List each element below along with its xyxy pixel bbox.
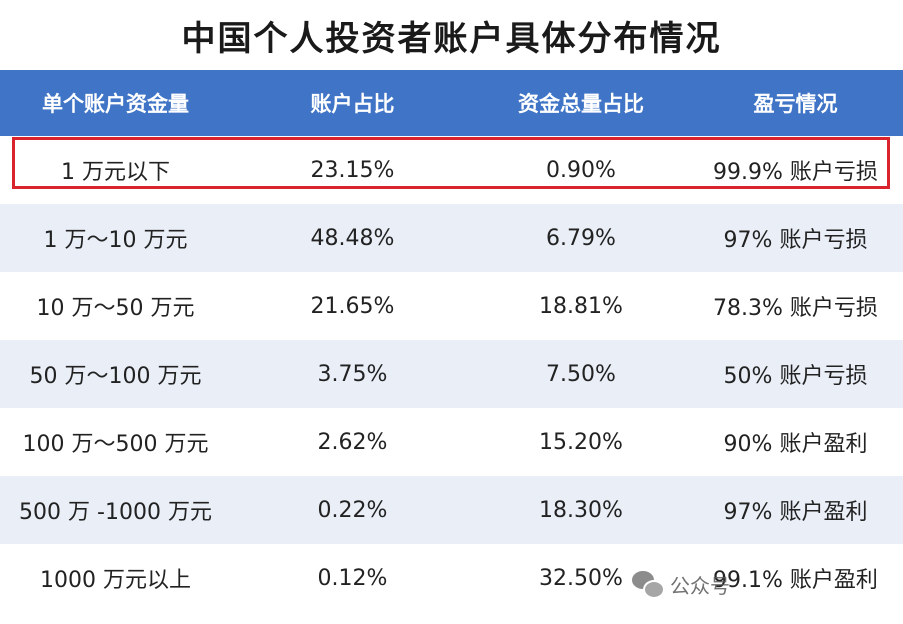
- cell-fund-share: 7.50%: [546, 361, 616, 387]
- watermark: 公众号: [632, 566, 730, 602]
- cell-pnl: 50% 账户亏损: [723, 364, 868, 389]
- page-title: 中国个人投资者账户具体分布情况: [181, 18, 722, 59]
- cell-fund-share: 15.20%: [539, 429, 623, 455]
- column-header-account-share: 账户占比: [310, 92, 395, 116]
- cell-account-share: 21.65%: [310, 293, 395, 319]
- cell-pnl: 99.9% 账户亏损: [713, 160, 878, 185]
- table-row: 50 万～100 万元 3.75% 7.50% 50% 账户亏损: [0, 340, 903, 408]
- table-row: 1000 万元以上 0.12% 32.50% 99.1% 账户盈利: [0, 544, 903, 612]
- table-row: 1 万～10 万元 48.48% 6.79% 97% 账户亏损: [0, 204, 903, 272]
- cell-fund-share: 0.90%: [546, 157, 616, 183]
- cell-account-share: 23.15%: [310, 157, 395, 183]
- table-row: 10 万～50 万元 21.65% 18.81% 78.3% 账户亏损: [0, 272, 903, 340]
- cell-fund-share: 18.81%: [539, 293, 623, 319]
- cell-pnl: 97% 账户盈利: [723, 500, 868, 525]
- cell-tier: 1 万元以下: [61, 160, 170, 185]
- cell-account-share: 3.75%: [317, 361, 388, 387]
- cell-tier: 1 万～10 万元: [43, 228, 188, 253]
- table-row: 500 万 -1000 万元 0.22% 18.30% 97% 账户盈利: [0, 476, 903, 544]
- cell-account-share: 48.48%: [310, 225, 395, 251]
- cell-tier: 100 万～500 万元: [22, 432, 209, 457]
- distribution-table: 单个账户资金量 账户占比 资金总量占比 盈亏情况 1 万元以下 23.15% 0…: [0, 70, 903, 612]
- cell-pnl: 97% 账户亏损: [723, 228, 868, 253]
- table-row: 1 万元以下 23.15% 0.90% 99.9% 账户亏损: [0, 136, 903, 204]
- column-header-pnl: 盈亏情况: [753, 92, 838, 116]
- cell-pnl: 90% 账户盈利: [723, 432, 868, 457]
- cell-fund-share: 6.79%: [546, 225, 616, 251]
- cell-account-share: 0.12%: [317, 565, 388, 591]
- table-header: 单个账户资金量 账户占比 资金总量占比 盈亏情况: [0, 70, 903, 136]
- cell-tier: 1000 万元以上: [40, 568, 191, 593]
- column-header-tier: 单个账户资金量: [42, 92, 189, 116]
- wechat-icon: [632, 571, 665, 599]
- cell-account-share: 0.22%: [317, 497, 388, 523]
- cell-tier: 50 万～100 万元: [29, 364, 202, 389]
- watermark-text: 公众号: [670, 573, 730, 598]
- column-header-fund-share: 资金总量占比: [518, 92, 644, 116]
- cell-fund-share: 32.50%: [539, 565, 623, 591]
- cell-tier: 500 万 -1000 万元: [19, 500, 212, 525]
- table-row: 100 万～500 万元 2.62% 15.20% 90% 账户盈利: [0, 408, 903, 476]
- cell-fund-share: 18.30%: [539, 497, 623, 523]
- cell-tier: 10 万～50 万元: [36, 296, 195, 321]
- cell-pnl: 78.3% 账户亏损: [713, 296, 878, 321]
- cell-account-share: 2.62%: [317, 429, 388, 455]
- cell-pnl: 99.1% 账户盈利: [713, 568, 878, 593]
